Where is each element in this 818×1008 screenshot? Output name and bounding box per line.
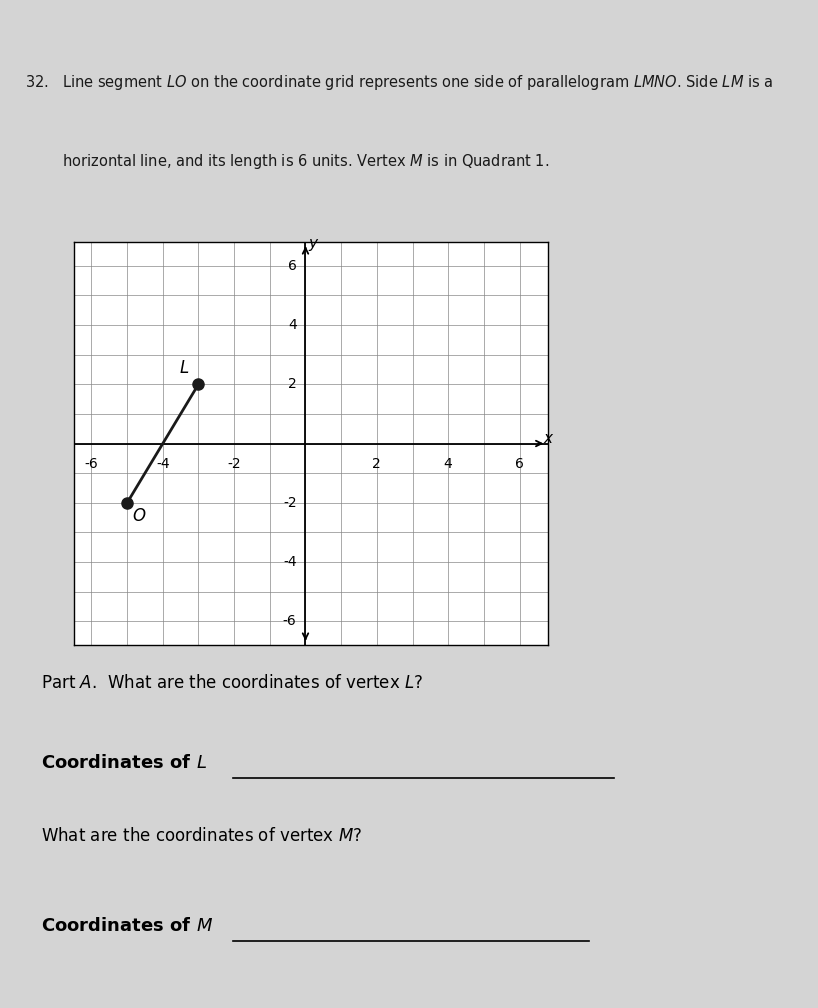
Text: $y$: $y$ bbox=[308, 238, 319, 253]
Text: -2: -2 bbox=[283, 496, 297, 510]
Text: 4: 4 bbox=[444, 457, 452, 471]
Text: 2: 2 bbox=[372, 457, 381, 471]
Text: -6: -6 bbox=[283, 615, 297, 628]
Text: 2: 2 bbox=[288, 377, 297, 391]
Text: 6: 6 bbox=[288, 259, 297, 272]
Text: $O$: $O$ bbox=[133, 507, 147, 525]
Text: Coordinates of $L$: Coordinates of $L$ bbox=[41, 754, 207, 772]
Text: 4: 4 bbox=[288, 318, 297, 332]
Text: -6: -6 bbox=[84, 457, 98, 471]
Text: -2: -2 bbox=[227, 457, 241, 471]
Text: Coordinates of $M$: Coordinates of $M$ bbox=[41, 917, 213, 935]
Text: $x$: $x$ bbox=[543, 430, 555, 446]
Text: 32.   Line segment $LO$ on the coordinate grid represents one side of parallelog: 32. Line segment $LO$ on the coordinate … bbox=[25, 74, 773, 93]
Text: -4: -4 bbox=[283, 555, 297, 570]
Text: Part $A$.  What are the coordinates of vertex $L$?: Part $A$. What are the coordinates of ve… bbox=[41, 674, 423, 692]
Text: 6: 6 bbox=[515, 457, 524, 471]
Text: What are the coordinates of vertex $M$?: What are the coordinates of vertex $M$? bbox=[41, 827, 362, 845]
Text: -4: -4 bbox=[156, 457, 169, 471]
Text: horizontal line, and its length is 6 units. Vertex $M$ is in Quadrant 1.: horizontal line, and its length is 6 uni… bbox=[25, 152, 549, 171]
Text: $L$: $L$ bbox=[179, 359, 190, 377]
